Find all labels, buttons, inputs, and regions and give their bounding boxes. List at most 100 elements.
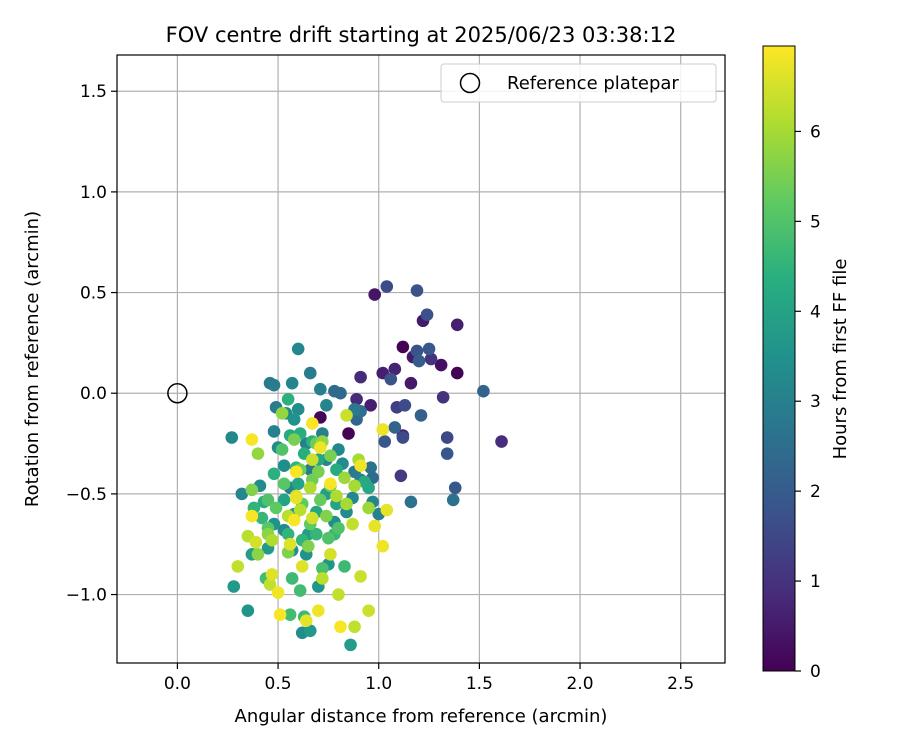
data-point <box>305 417 319 430</box>
data-point <box>231 560 245 573</box>
data-point <box>275 443 289 456</box>
x-tick-label: 2.5 <box>667 674 694 694</box>
data-point <box>362 604 375 617</box>
data-point <box>285 572 299 585</box>
data-point <box>440 431 454 444</box>
colorbar: 0 1 2 3 4 5 6 Hours from first FF file <box>762 45 851 682</box>
data-point <box>271 586 285 599</box>
legend-marker-icon <box>459 72 481 94</box>
data-point <box>358 475 371 489</box>
data-point <box>289 465 303 479</box>
legend-box <box>440 63 717 103</box>
data-point <box>267 378 281 392</box>
data-point <box>332 588 345 601</box>
data-point <box>350 392 363 406</box>
data-point <box>394 469 408 483</box>
data-point <box>245 433 259 446</box>
data-point <box>414 409 428 422</box>
data-point <box>388 421 402 434</box>
data-point <box>277 459 291 473</box>
data-point <box>495 435 508 448</box>
data-point <box>448 481 462 495</box>
data-point <box>285 376 299 390</box>
colorbar-tick-label: 3 <box>810 392 821 412</box>
data-point <box>424 352 438 366</box>
data-point <box>305 511 319 525</box>
data-point <box>354 570 367 583</box>
data-point <box>263 578 277 591</box>
data-point <box>287 433 301 446</box>
data-point <box>245 483 259 497</box>
data-point <box>287 413 301 426</box>
colorbar-label: Hours from first FF file <box>830 259 851 460</box>
data-point <box>334 620 347 634</box>
data-point <box>324 477 337 491</box>
data-point <box>420 308 434 322</box>
data-point <box>450 318 464 332</box>
data-point <box>410 344 424 358</box>
data-point <box>328 384 341 398</box>
x-tick-label: 1.0 <box>365 674 392 694</box>
data-point <box>275 407 289 420</box>
chart-title: FOV centre drift starting at 2025/06/23 … <box>166 23 677 47</box>
data-point <box>340 497 353 511</box>
data-point <box>273 608 287 621</box>
data-point <box>235 487 249 501</box>
data-point <box>342 427 355 440</box>
data-point <box>241 604 255 617</box>
data-point <box>261 493 275 507</box>
data-point <box>338 560 351 573</box>
data-point <box>225 431 239 444</box>
data-point <box>324 449 337 462</box>
y-tick-label: 1.0 <box>80 183 107 203</box>
colorbar-ticks: 0 1 2 3 4 5 6 <box>795 122 821 682</box>
data-point <box>267 467 281 481</box>
data-point <box>312 604 325 617</box>
reference-platepar-marker <box>167 382 188 404</box>
data-point <box>330 463 343 477</box>
data-point <box>301 539 315 553</box>
data-point <box>312 465 325 479</box>
data-point <box>364 461 377 475</box>
data-point <box>410 284 424 297</box>
data-point <box>267 425 281 438</box>
data-point <box>376 539 390 553</box>
y-tick-label: 0.5 <box>80 284 107 304</box>
y-tick-label: −0.5 <box>66 485 107 505</box>
data-point <box>354 459 367 473</box>
data-point <box>422 342 436 356</box>
data-point <box>450 366 464 380</box>
data-point <box>291 403 305 416</box>
data-point <box>324 547 337 561</box>
colorbar-tick-label: 2 <box>810 482 821 502</box>
data-point <box>332 521 345 535</box>
colorbar-tick-label: 5 <box>810 212 821 232</box>
data-point <box>314 382 327 396</box>
data-point <box>340 409 353 422</box>
data-point <box>396 431 410 444</box>
data-point <box>265 568 279 581</box>
data-point <box>249 535 263 549</box>
x-tick-label: 2.0 <box>567 674 594 694</box>
data-point <box>255 511 269 525</box>
data-point <box>322 531 335 545</box>
data-point <box>477 384 490 398</box>
colorbar-gradient <box>762 45 796 672</box>
data-point <box>303 481 317 495</box>
data-point <box>287 513 301 527</box>
data-point <box>316 562 329 575</box>
data-point <box>346 517 359 531</box>
y-tick-label: −1.0 <box>66 586 107 606</box>
data-point <box>314 441 327 454</box>
data-point <box>344 638 357 652</box>
data-point <box>384 372 398 386</box>
data-point <box>310 527 323 541</box>
data-point <box>295 560 309 573</box>
data-point <box>251 547 265 561</box>
data-point <box>388 362 402 376</box>
data-point <box>281 527 295 541</box>
data-point <box>303 366 317 380</box>
colorbar-tick-label: 1 <box>810 572 821 592</box>
data-point <box>436 390 450 404</box>
